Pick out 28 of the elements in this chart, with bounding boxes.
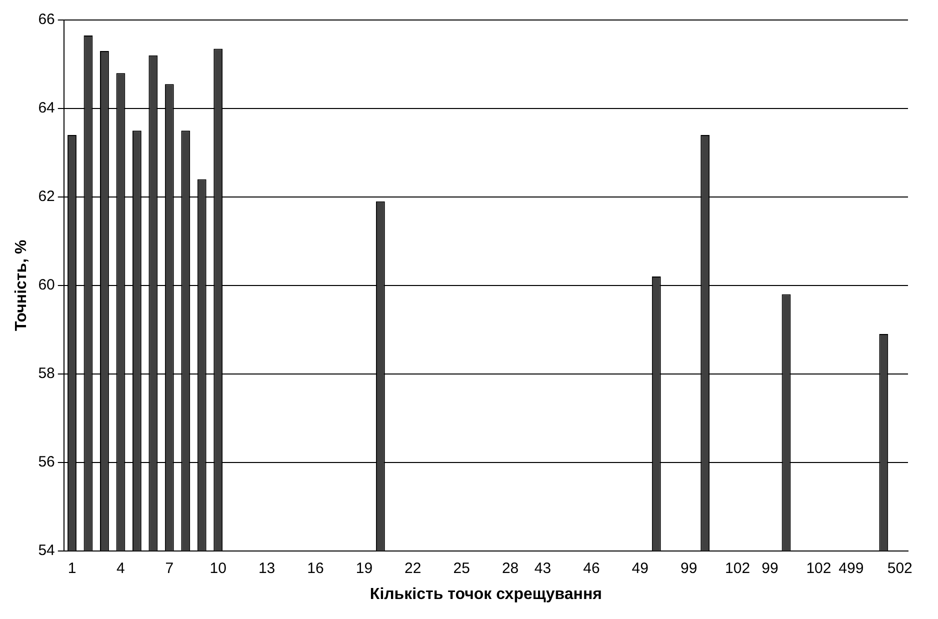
x-tick-label: 4: [116, 560, 125, 577]
x-tick-label: 7: [165, 560, 174, 577]
x-axis-title: Кількість точок схрещування: [370, 586, 602, 603]
x-tick-label: 102: [725, 560, 750, 577]
x-tick-label: 49: [632, 560, 648, 577]
y-tick-label: 54: [38, 542, 55, 559]
x-tick-label: 46: [583, 560, 600, 577]
x-tick-label: 22: [404, 560, 422, 577]
x-tick-label: 99: [762, 560, 778, 577]
x-tick-label: 28: [502, 560, 519, 577]
x-tick-label: 502: [887, 560, 912, 577]
x-tick-label: 13: [258, 560, 276, 577]
y-tick-label: 66: [38, 11, 55, 28]
x-tick-label: 102: [806, 560, 832, 577]
y-tick-label: 64: [38, 100, 55, 117]
x-tick-label: 10: [210, 560, 226, 577]
x-tick-label: 16: [307, 560, 324, 577]
y-tick-label: 62: [38, 188, 55, 206]
x-tick-label: 1: [68, 560, 76, 577]
y-tick-label: 56: [38, 453, 55, 470]
x-tick-label: 499: [838, 560, 864, 577]
y-tick-label: 60: [38, 276, 55, 294]
x-tick-label: 25: [453, 560, 470, 577]
y-tick-label: 58: [38, 365, 55, 382]
x-tick-label: 99: [680, 560, 698, 577]
y-axis-title: Точність, %: [13, 240, 30, 332]
x-tick-label: 43: [534, 560, 552, 577]
x-tick-label: 19: [356, 560, 373, 577]
